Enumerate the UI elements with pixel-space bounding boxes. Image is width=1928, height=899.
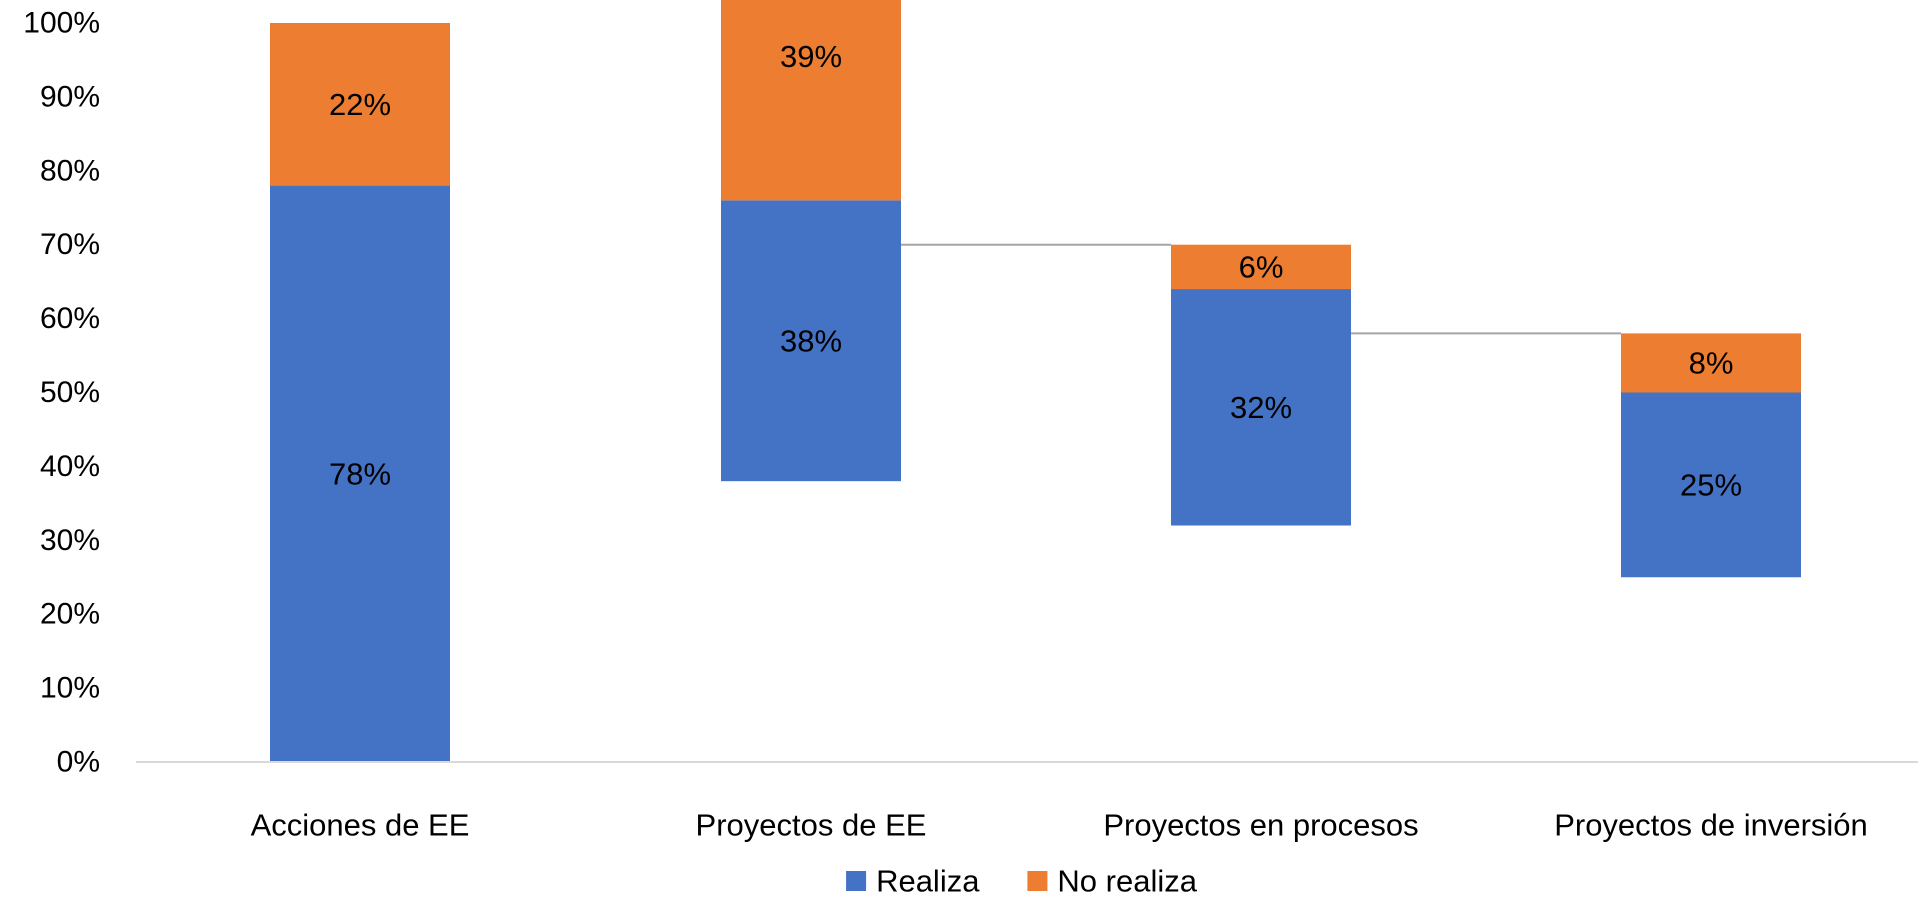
y-tick-label: 0% — [57, 746, 100, 779]
bar-segment — [1171, 289, 1351, 526]
bar-segment — [721, 200, 901, 482]
data-label: 6% — [1239, 249, 1284, 284]
bar-segment — [721, 0, 901, 201]
data-label: 8% — [1689, 345, 1734, 380]
data-label: 22% — [329, 87, 391, 122]
data-label: 32% — [1230, 390, 1292, 425]
y-tick-label: 90% — [40, 80, 100, 113]
bar-segment — [270, 23, 450, 186]
y-tick-label: 10% — [40, 672, 100, 705]
y-tick-label: 40% — [40, 450, 100, 483]
y-tick-label: 50% — [40, 376, 100, 409]
bars: 78% 22% 38% 39% 32% 6% 25% 8% — [270, 0, 1801, 762]
y-tick-label: 80% — [40, 154, 100, 187]
data-label: 78% — [329, 456, 391, 491]
y-tick-label: 60% — [40, 302, 100, 335]
y-axis-tick-labels: 0% 10% 20% 30% 40% 50% 60% 70% 80% 90% 100% — [23, 7, 100, 779]
x-tick-label: Proyectos de EE — [696, 808, 927, 843]
data-label: 25% — [1680, 467, 1742, 502]
x-axis-category-labels: Acciones de EE Proyectos de EE Proyectos e… — [251, 808, 1868, 843]
bar-segment — [1621, 392, 1801, 578]
y-tick-label: 70% — [40, 228, 100, 261]
bar-segment — [1171, 244, 1351, 290]
legend: Realiza No realiza — [846, 864, 1198, 899]
legend-label: No realiza — [1057, 864, 1197, 895]
data-label: 39% — [780, 39, 842, 74]
x-tick-label: Acciones de EE — [251, 808, 470, 843]
legend-label: Realiza — [876, 864, 980, 895]
connector-lines — [901, 243, 1621, 335]
data-label: 38% — [780, 323, 842, 358]
legend-swatch — [846, 871, 867, 891]
y-tick-label: 20% — [40, 598, 100, 631]
legend-swatch — [1027, 871, 1048, 891]
x-tick-label: Proyectos en procesos — [1103, 808, 1418, 843]
x-tick-label: Proyectos de inversión — [1554, 808, 1868, 843]
bar-segment — [1621, 333, 1801, 393]
bar-segment — [270, 185, 450, 762]
y-tick-label: 100% — [23, 7, 100, 40]
y-tick-label: 30% — [40, 524, 100, 557]
